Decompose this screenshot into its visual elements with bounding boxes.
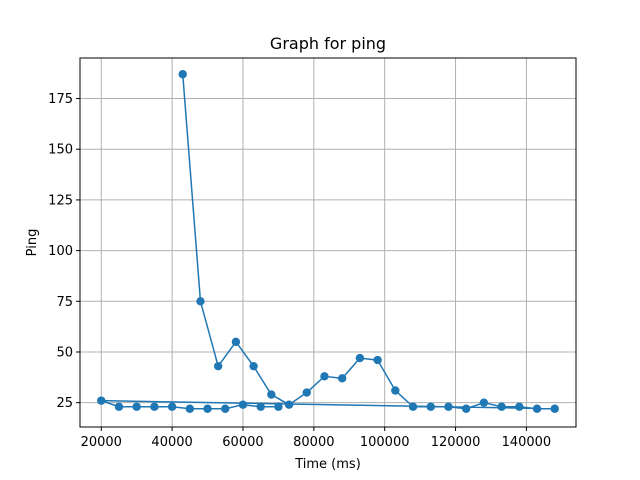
grid [80, 58, 576, 427]
x-axis-label: Time (ms) [294, 457, 361, 472]
data-point [221, 404, 230, 413]
x-tick-label: 80000 [293, 435, 334, 450]
plot-area [80, 58, 576, 427]
data-point [167, 402, 177, 411]
data-point [284, 400, 294, 409]
data-point [256, 402, 265, 411]
data-point [461, 404, 471, 413]
data-point [132, 402, 141, 411]
data-point [497, 402, 506, 411]
data-point [203, 404, 212, 413]
data-point [213, 361, 223, 371]
data-point [114, 402, 124, 411]
data-point [150, 402, 159, 411]
data-point [550, 404, 559, 413]
data-point [302, 388, 311, 397]
plot-frame [79, 57, 577, 428]
data-point [231, 337, 241, 347]
x-tick-label: 60000 [222, 435, 263, 450]
series-layer [97, 70, 559, 413]
y-tick-label: 150 [48, 143, 73, 158]
data-point [267, 390, 276, 399]
data-point [337, 374, 347, 383]
y-tick-label: 125 [48, 193, 73, 208]
data-point [355, 353, 365, 363]
x-tick-label: 100000 [360, 435, 410, 450]
y-tick-label: 75 [56, 295, 73, 310]
y-tick-label: 50 [56, 345, 73, 360]
data-point [532, 404, 542, 413]
x-tick-label: 40000 [151, 435, 192, 450]
data-point [444, 402, 453, 411]
data-point [274, 402, 283, 411]
data-point [373, 355, 382, 365]
data-point [479, 398, 489, 407]
data-point [249, 361, 258, 371]
y-tick-label: 25 [56, 396, 73, 411]
data-point [408, 402, 418, 411]
x-tick-label: 120000 [431, 435, 481, 450]
data-point [196, 297, 205, 306]
data-point [97, 396, 106, 405]
data-point [426, 402, 435, 411]
data-point [185, 404, 195, 413]
x-tick-label: 140000 [502, 435, 552, 450]
y-tick-label: 100 [48, 244, 73, 259]
data-point [391, 386, 400, 395]
data-point [178, 70, 187, 79]
data-point [320, 372, 329, 381]
chart-title: Graph for ping [270, 34, 386, 53]
y-axis-label: Ping [25, 229, 40, 257]
x-tick-label: 20000 [81, 435, 122, 450]
data-point [238, 400, 248, 409]
ticks: 20000 40000 60000 80000 100000 120000 140000 25… [48, 92, 551, 450]
y-tick-label: 175 [48, 92, 73, 107]
data-point [515, 402, 524, 411]
